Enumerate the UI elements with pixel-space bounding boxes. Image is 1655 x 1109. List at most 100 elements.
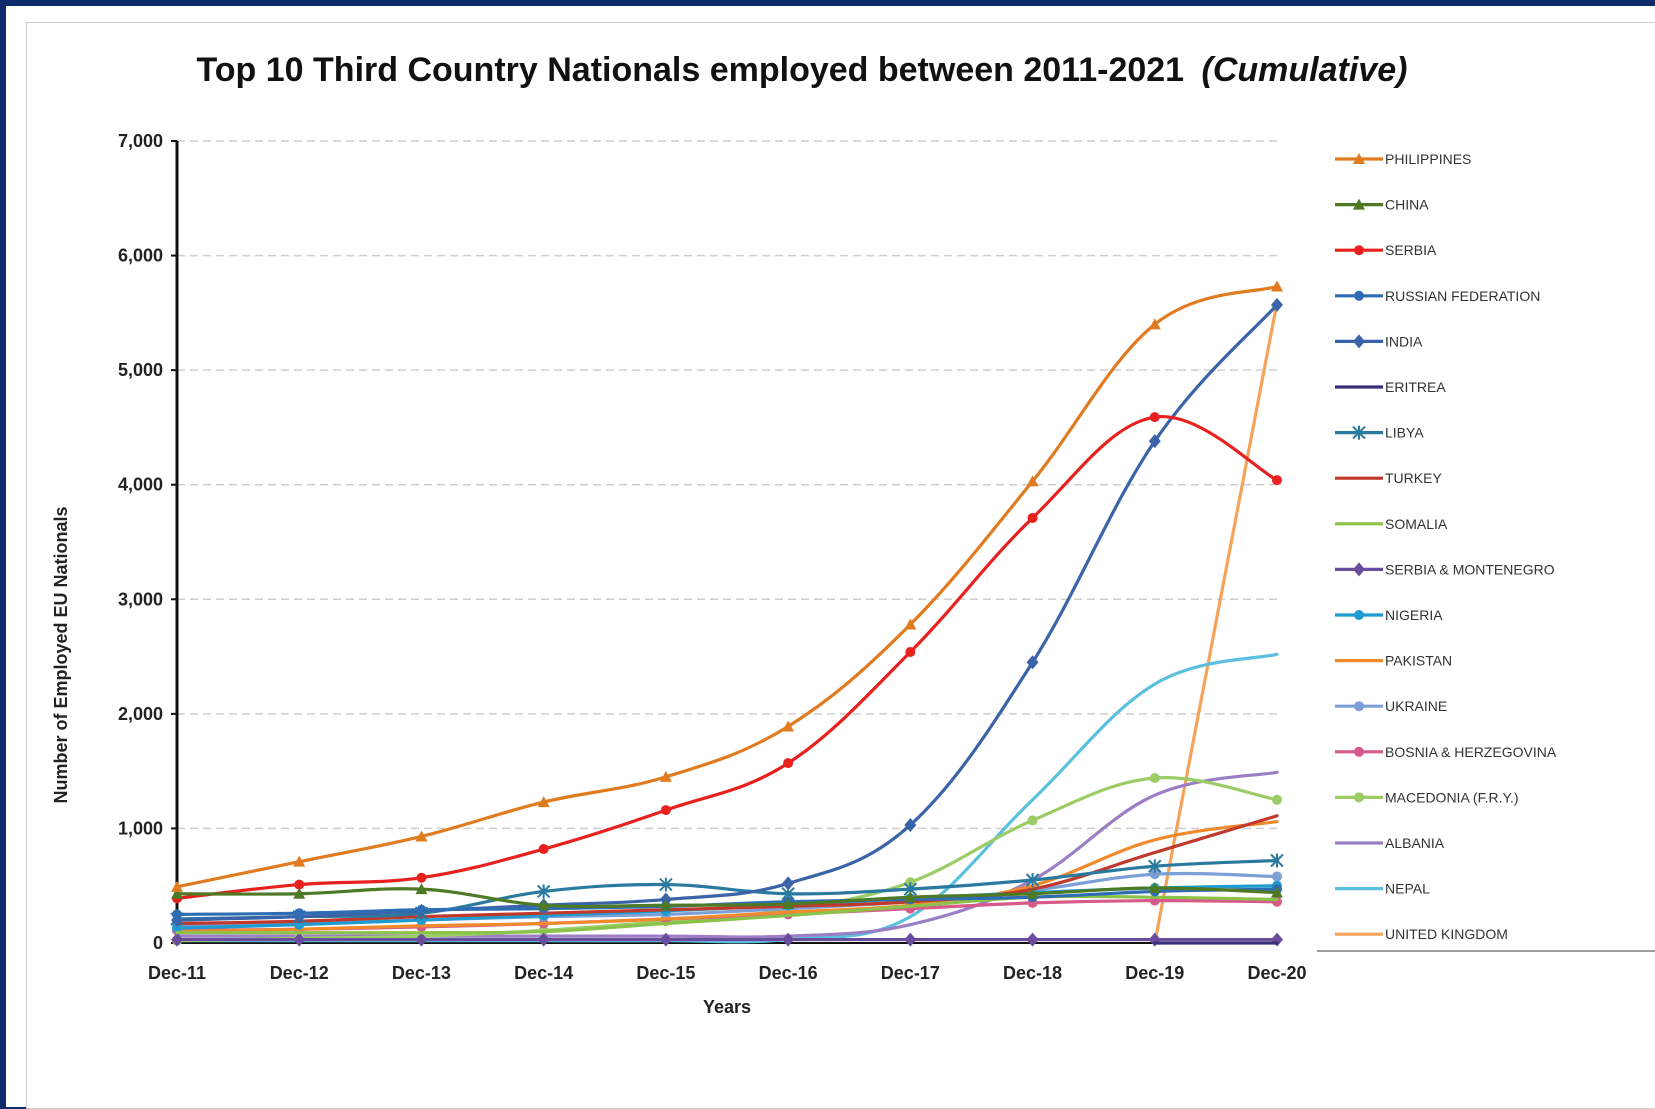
series-philippines-point [415,830,428,842]
legend-item-albania: ALBANIA [1335,835,1445,851]
x-tick-label: Dec-15 [636,963,695,983]
series-russian-federation-point [416,904,427,915]
series-philippines-point [904,618,917,630]
series-ukraine-point [1272,871,1282,882]
series-serbia-point [538,844,549,855]
legend-point [1353,334,1365,349]
series-serbia [172,412,1282,904]
legend-point [1353,198,1365,210]
x-tick-label: Dec-18 [1003,963,1062,983]
legend-label: UKRAINE [1385,698,1447,714]
series-serbia-point [1272,475,1282,486]
legend-label: RUSSIAN FEDERATION [1385,288,1540,304]
x-axis-title: Years [703,997,751,1017]
legend-item-serbia-montenegro: SERBIA & MONTENEGRO [1335,561,1555,577]
y-tick-label: 0 [153,933,163,953]
series-india-point [1271,297,1283,312]
series-india [171,297,1283,928]
y-tick-label: 5,000 [118,360,163,380]
legend-label: SOMALIA [1385,516,1448,532]
series-india-point [782,876,795,891]
series-somalia [175,894,1279,935]
series-china-point [1026,887,1039,899]
legend-item-united-kingdom: UNITED KINGDOM [1335,926,1508,942]
series-libya-point [659,877,673,892]
legend-point [1354,610,1364,620]
legend-label: TURKEY [1385,470,1442,486]
series-china-point [904,891,917,903]
series-serbia-montenegro-point [171,932,183,947]
series-serbia-montenegro-point [537,932,550,947]
series-somalia-line [175,894,1279,935]
legend-item-philippines: PHILIPPINES [1335,151,1471,167]
series-macedonia-f-r-y-point [1149,773,1160,784]
legend-item-pakistan: PAKISTAN [1335,653,1452,669]
series-philippines-line [175,284,1279,889]
series-serbia-montenegro-point [904,932,917,947]
series-nepal [175,652,1279,944]
series-india-point [904,817,917,832]
series-libya-point [1270,853,1284,868]
series-philippines-point [782,720,795,732]
legend-label: PAKISTAN [1385,653,1452,669]
series-philippines-point [1271,280,1283,292]
series-india-line [175,303,1279,922]
legend-point [1352,425,1366,440]
series-serbia-montenegro-point [1026,932,1039,947]
series-serbia-montenegro-point [415,932,428,947]
legend-point [1354,701,1364,712]
legend-label: ALBANIA [1385,835,1445,851]
series-serbia-point [1027,512,1038,523]
legend-label: SERBIA [1385,242,1437,258]
x-tick-label: Dec-20 [1247,963,1306,983]
series-philippines-point [537,796,550,808]
series-nepal-line [175,652,1279,944]
series-china-point [293,887,306,899]
legend-label: CHINA [1385,197,1429,213]
chart-title-suffix: (Cumulative) [1202,51,1408,89]
x-tick-label: Dec-17 [881,963,940,983]
series-serbia-point [905,646,916,657]
legend-label: SERBIA & MONTENEGRO [1385,561,1555,577]
y-tick-label: 7,000 [118,131,163,151]
x-tick-label: Dec-19 [1125,963,1184,983]
series-pakistan [175,819,1279,934]
series-serbia-montenegro-point [659,932,672,947]
chart-container: Top 10 Third Country Nationals employed … [26,22,1655,1109]
legend-item-russian-federation: RUSSIAN FEDERATION [1335,288,1540,304]
legend-item-bosnia-herzegovina: BOSNIA & HERZEGOVINA [1335,744,1557,760]
legend-label: MACEDONIA (F.R.Y.) [1385,789,1519,805]
series-serbia-point [660,805,671,816]
legend-point [1354,245,1364,256]
chart-title-main: Top 10 Third Country Nationals employed … [197,51,1185,89]
y-tick-label: 2,000 [118,704,163,724]
legend-point [1354,792,1364,803]
series-nigeria-point [172,923,182,934]
legend-label: PHILIPPINES [1385,151,1471,167]
series-china-point [1148,882,1161,894]
series-serbia-montenegro-point [293,932,306,947]
x-tick-label: Dec-13 [392,963,451,983]
series-serbia-point [294,879,305,890]
y-tick-label: 4,000 [118,475,163,495]
legend-label: NIGERIA [1385,607,1443,623]
series-philippines-point [1026,475,1039,487]
y-tick-label: 3,000 [118,589,163,609]
legend-label: NEPAL [1385,881,1430,897]
axes: 0 1,000 2,000 3,000 4,000 5,000 6,000 7,000 Dec-… [118,131,1307,983]
series-philippines [171,280,1283,892]
legend-item-china: CHINA [1335,197,1429,213]
series-india-point [1026,655,1039,670]
legend-item-eritrea: ERITREA [1335,379,1446,395]
x-tick-label: Dec-16 [759,963,818,983]
series-russian-federation-point [294,908,305,919]
legend-point [1354,290,1364,301]
series-libya-point [1148,859,1162,874]
legend-item-somalia: SOMALIA [1335,516,1448,532]
y-tick-label: 1,000 [118,818,163,838]
series-ukraine-point [1149,869,1160,880]
legend-point [1353,153,1365,164]
series-macedonia-f-r-y-point [1027,815,1038,826]
series-serbia-point [1149,412,1160,423]
series-china-line [175,886,1279,909]
